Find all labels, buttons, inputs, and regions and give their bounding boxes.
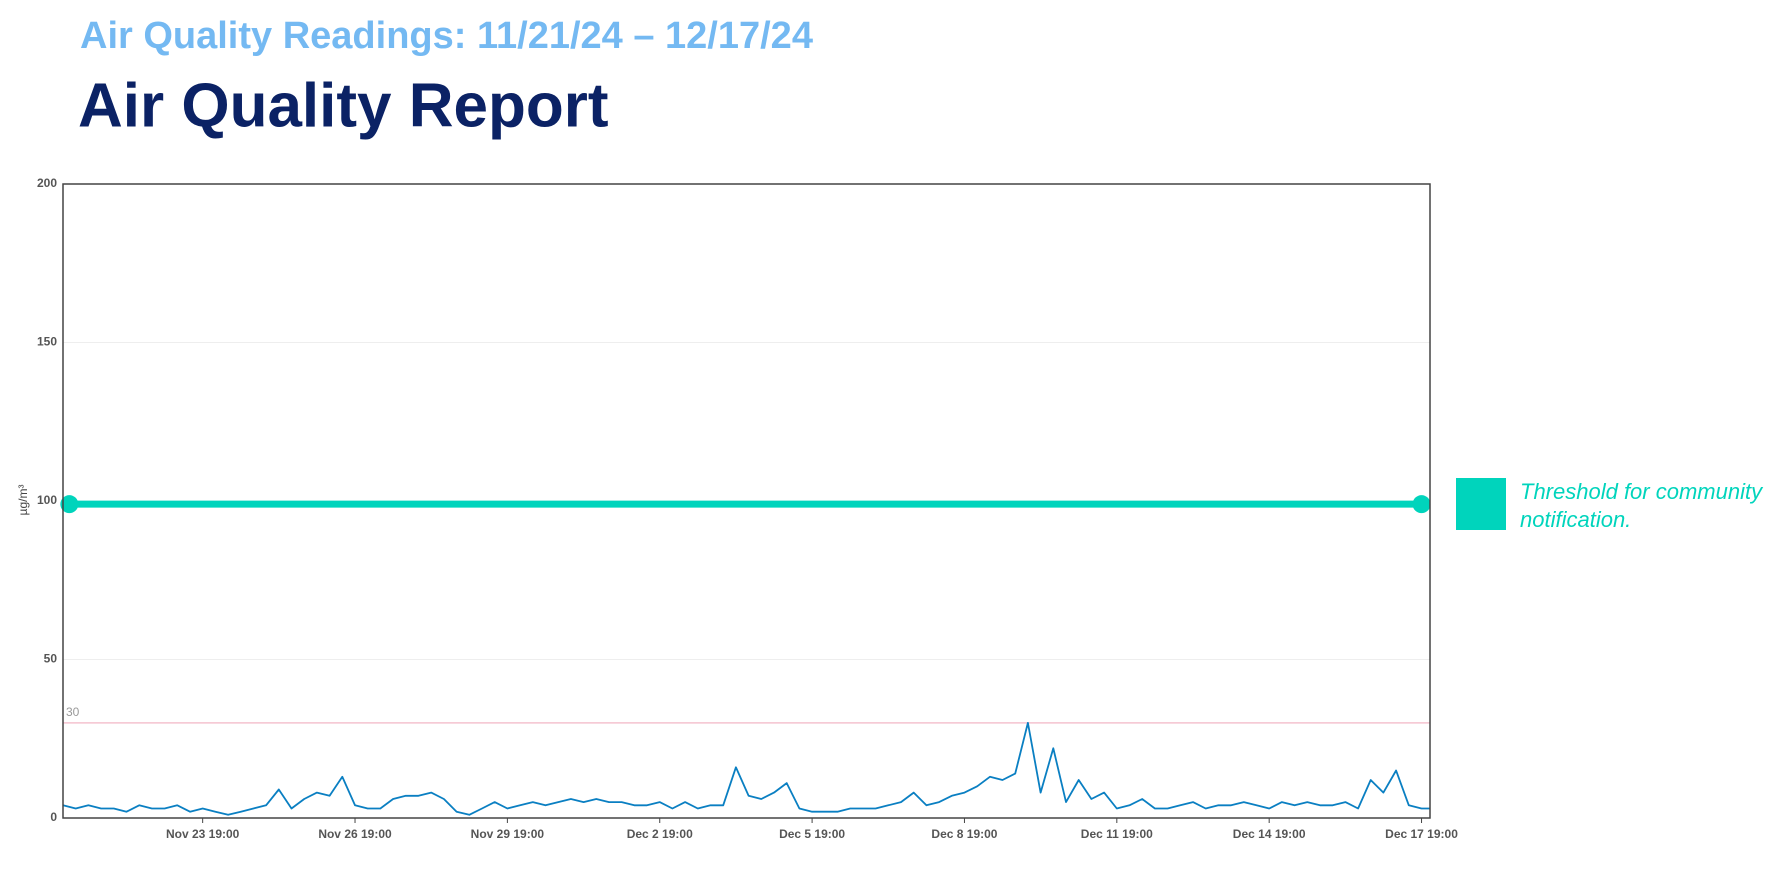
x-tick-label: Dec 14 19:00 — [1233, 827, 1306, 841]
x-tick-label: Dec 11 19:00 — [1081, 827, 1153, 841]
chart-title: Air Quality Report — [78, 71, 609, 140]
legend-swatch — [1456, 478, 1506, 530]
y-tick-label: 150 — [37, 335, 57, 349]
threshold-point — [60, 495, 79, 514]
y-tick-label: 50 — [44, 652, 58, 666]
plot-frame — [62, 183, 1431, 819]
legend-label: Threshold for community notification. — [1520, 479, 1763, 532]
y-axis-label: µg/m³ — [16, 485, 30, 516]
x-tick-label: Nov 29 19:00 — [471, 827, 545, 841]
y-tick-label: 100 — [37, 493, 57, 507]
x-tick-label: Dec 2 19:00 — [627, 827, 693, 841]
y-tick-label: 200 — [37, 176, 57, 190]
x-tick-label: Dec 5 19:00 — [779, 827, 845, 841]
x-tick-label: Nov 26 19:00 — [318, 827, 392, 841]
x-tick-label: Dec 17 19:00 — [1385, 827, 1458, 841]
y-tick-label: 0 — [50, 810, 57, 824]
x-tick-label: Dec 8 19:00 — [931, 827, 997, 841]
reference-label: 30 — [66, 705, 80, 719]
x-tick-label: Nov 23 19:00 — [166, 827, 240, 841]
chart-subtitle: Air Quality Readings: 11/21/24 – 12/17/2… — [80, 15, 813, 57]
data-line — [62, 722, 1430, 816]
threshold-point — [1412, 495, 1431, 514]
